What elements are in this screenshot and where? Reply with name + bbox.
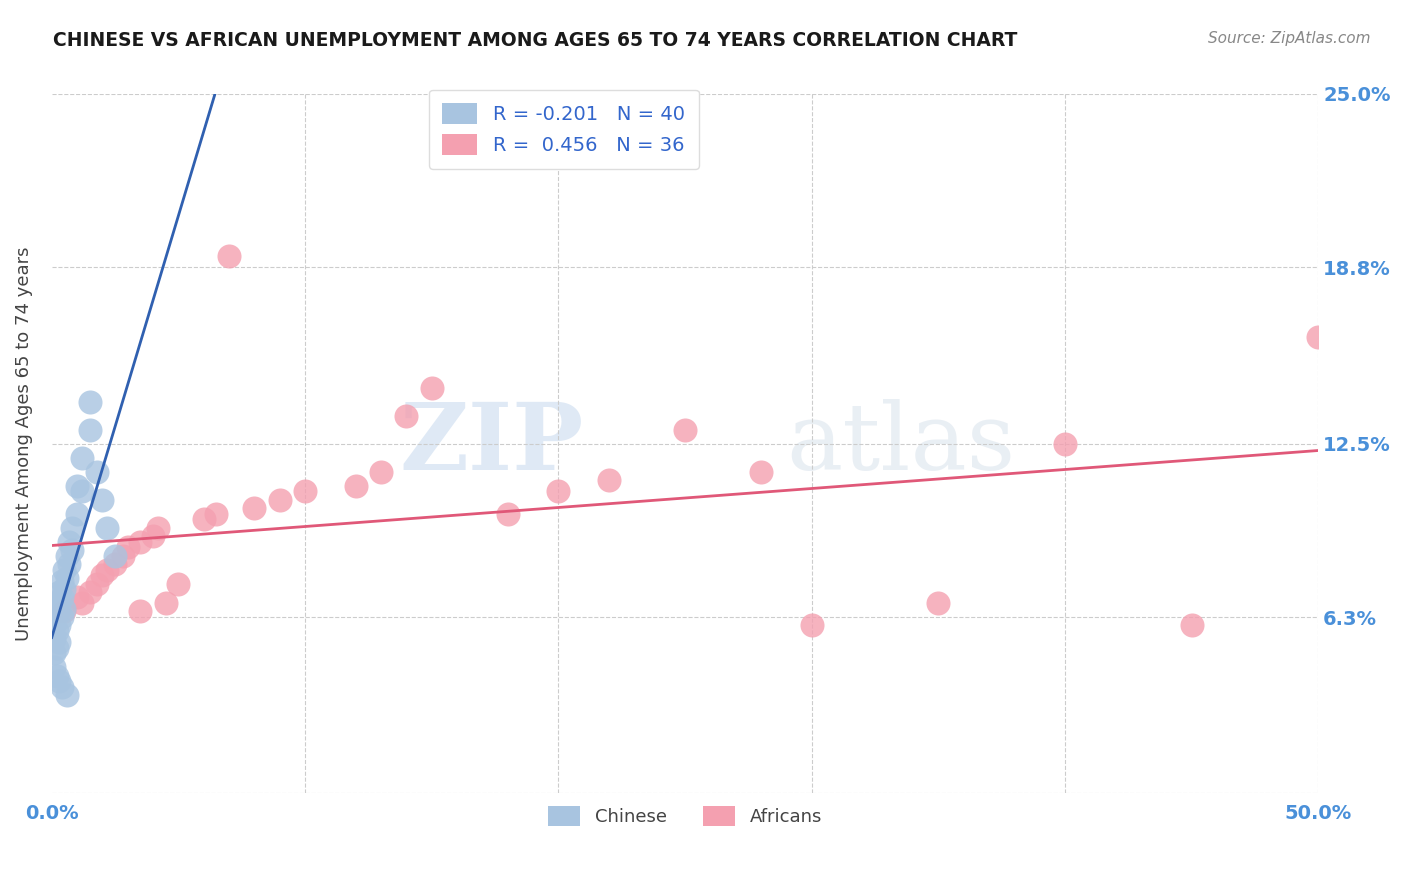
Point — [79, 423, 101, 437]
Point — [96, 520, 118, 534]
Point — [53, 582, 76, 596]
Point — [91, 492, 114, 507]
Point — [129, 605, 152, 619]
Text: Source: ZipAtlas.com: Source: ZipAtlas.com — [1208, 31, 1371, 46]
Point — [370, 465, 392, 479]
Point — [395, 409, 418, 423]
Point — [44, 660, 66, 674]
Point — [193, 512, 215, 526]
Point — [45, 596, 67, 610]
Point — [129, 534, 152, 549]
Point — [44, 605, 66, 619]
Point — [86, 576, 108, 591]
Point — [96, 562, 118, 576]
Point — [48, 601, 70, 615]
Point — [58, 534, 80, 549]
Legend: Chinese, Africans: Chinese, Africans — [541, 799, 830, 833]
Point — [53, 562, 76, 576]
Point — [44, 618, 66, 632]
Point — [44, 610, 66, 624]
Point — [749, 465, 772, 479]
Point — [56, 571, 79, 585]
Point — [45, 640, 67, 655]
Point — [104, 549, 127, 563]
Point — [167, 576, 190, 591]
Point — [48, 618, 70, 632]
Point — [547, 484, 569, 499]
Point — [45, 624, 67, 638]
Point — [205, 507, 228, 521]
Point — [58, 557, 80, 571]
Point — [673, 423, 696, 437]
Text: CHINESE VS AFRICAN UNEMPLOYMENT AMONG AGES 65 TO 74 YEARS CORRELATION CHART: CHINESE VS AFRICAN UNEMPLOYMENT AMONG AG… — [53, 31, 1018, 50]
Point — [86, 465, 108, 479]
Point — [79, 394, 101, 409]
Point — [45, 669, 67, 683]
Point — [53, 605, 76, 619]
Point — [927, 596, 949, 610]
Point — [48, 674, 70, 689]
Point — [496, 507, 519, 521]
Y-axis label: Unemployment Among Ages 65 to 74 years: Unemployment Among Ages 65 to 74 years — [15, 246, 32, 640]
Point — [155, 596, 177, 610]
Point — [51, 574, 73, 588]
Point — [1054, 436, 1077, 450]
Point — [66, 591, 89, 605]
Point — [70, 450, 93, 465]
Point — [79, 585, 101, 599]
Point — [45, 607, 67, 622]
Point — [70, 484, 93, 499]
Point — [1181, 618, 1204, 632]
Point — [1308, 330, 1330, 344]
Point — [344, 478, 367, 492]
Text: atlas: atlas — [786, 399, 1015, 489]
Point — [420, 381, 443, 395]
Point — [269, 492, 291, 507]
Point — [60, 520, 83, 534]
Point — [598, 473, 620, 487]
Point — [66, 507, 89, 521]
Point — [48, 635, 70, 649]
Point — [51, 591, 73, 605]
Point — [218, 249, 240, 263]
Point — [800, 618, 823, 632]
Point — [53, 601, 76, 615]
Point — [117, 540, 139, 554]
Point — [51, 610, 73, 624]
Point — [44, 632, 66, 647]
Point — [111, 549, 134, 563]
Point — [142, 529, 165, 543]
Point — [70, 596, 93, 610]
Point — [60, 543, 83, 558]
Point — [48, 585, 70, 599]
Text: ZIP: ZIP — [399, 399, 583, 489]
Point — [294, 484, 316, 499]
Point — [146, 520, 169, 534]
Point — [56, 689, 79, 703]
Point — [91, 568, 114, 582]
Point — [51, 680, 73, 694]
Point — [66, 478, 89, 492]
Point — [44, 647, 66, 661]
Point — [56, 549, 79, 563]
Point — [243, 500, 266, 515]
Point — [104, 557, 127, 571]
